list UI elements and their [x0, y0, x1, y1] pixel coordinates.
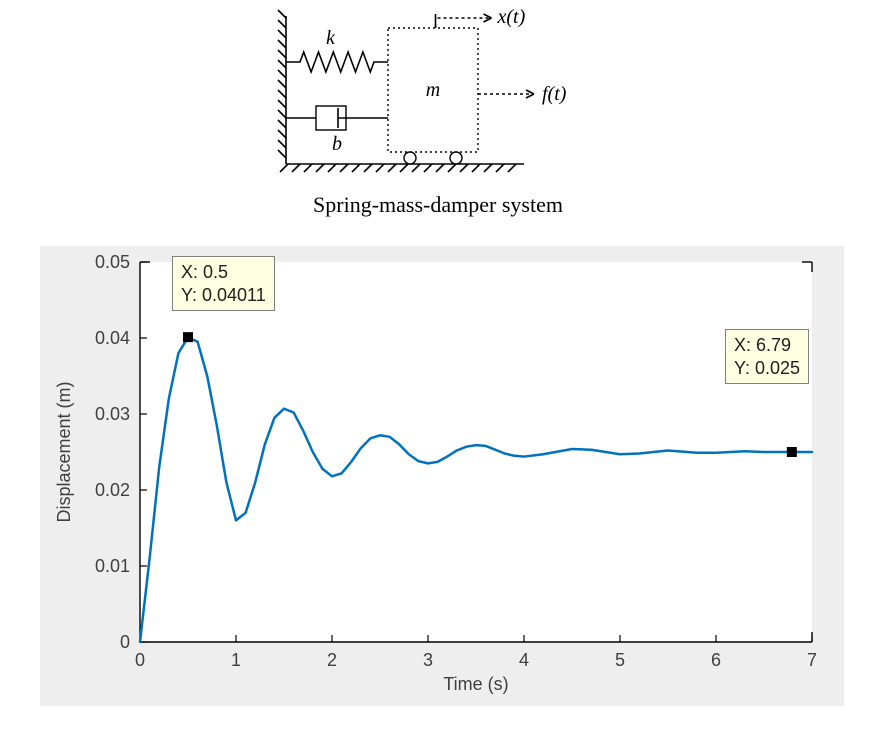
ytick-label: 0.03	[95, 404, 130, 424]
label-output: x(t)	[497, 6, 526, 28]
datatip-peak-x: X: 0.5	[181, 261, 266, 284]
label-damper: b	[332, 133, 342, 155]
xtick-label: 0	[135, 650, 145, 670]
ytick-label: 0.04	[95, 328, 130, 348]
xtick-label: 4	[519, 650, 529, 670]
datatip-peak: X: 0.5 Y: 0.04011	[172, 256, 275, 311]
datatip-steady-y: Y: 0.025	[734, 357, 800, 380]
ytick-label: 0.01	[95, 556, 130, 576]
diagram-caption: Spring-mass-damper system	[278, 192, 598, 218]
datatip-steady-state: X: 6.79 Y: 0.025	[725, 329, 809, 384]
xtick-label: 6	[711, 650, 721, 670]
datatip-steady-x: X: 6.79	[734, 334, 800, 357]
ytick-label: 0.05	[95, 252, 130, 272]
label-spring: k	[326, 27, 336, 49]
diagram-spring-mass-damper: m k b x(t) f(t)	[268, 6, 584, 182]
xtick-label: 5	[615, 650, 625, 670]
marker-peak	[183, 332, 193, 342]
label-force: f(t)	[542, 83, 567, 105]
datatip-peak-y: Y: 0.04011	[181, 284, 266, 307]
ytick-label: 0.02	[95, 480, 130, 500]
xtick-label: 1	[231, 650, 241, 670]
label-mass: m	[426, 79, 440, 101]
xtick-label: 3	[423, 650, 433, 670]
marker-steady-state	[787, 447, 797, 457]
chart-displacement-vs-time: 0 1 2 3 4 5 6 7 0 0.01 0.02 0.03 0.04 0.05 Time (s) Dis…	[40, 246, 844, 706]
xlabel: Time (s)	[443, 674, 508, 694]
ytick-label: 0	[120, 632, 130, 652]
xtick-label: 2	[327, 650, 337, 670]
xtick-label: 7	[807, 650, 817, 670]
ylabel: Displacement (m)	[54, 381, 74, 522]
